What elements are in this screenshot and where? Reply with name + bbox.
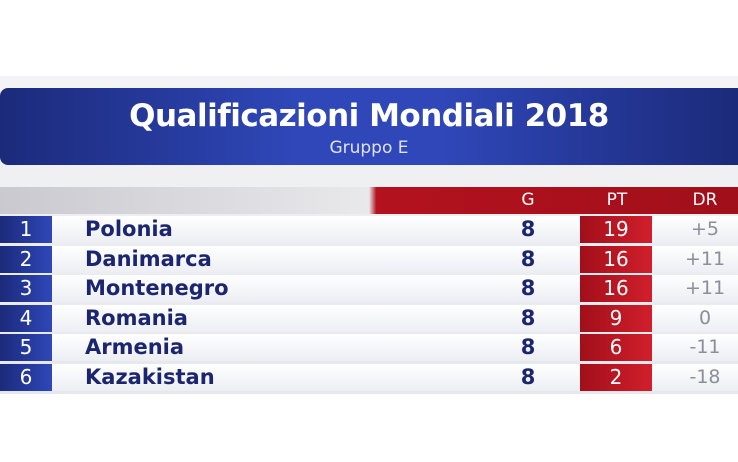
team-name: Romania <box>85 305 188 330</box>
rank: 1 <box>0 216 52 243</box>
points: 9 <box>580 304 652 332</box>
subtitle: Gruppo E <box>329 138 409 158</box>
team-name: Armenia <box>85 335 185 359</box>
games: 8 <box>520 364 536 389</box>
team-name: Polonia <box>85 217 173 241</box>
points: 16 <box>580 245 652 273</box>
rank: 4 <box>0 304 52 332</box>
points: 16 <box>580 275 652 302</box>
team-name: Montenegro <box>85 276 229 300</box>
column-header: DR <box>692 190 718 210</box>
points: 2 <box>580 363 652 391</box>
column-header: G <box>521 190 535 210</box>
goal-difference: -18 <box>689 365 721 388</box>
rank: 2 <box>0 245 52 273</box>
team-name: Danimarca <box>85 246 212 271</box>
rank: 3 <box>0 275 52 302</box>
games: 8 <box>520 335 536 359</box>
goal-difference: 0 <box>698 306 712 329</box>
title-bar <box>0 88 738 165</box>
games: 8 <box>520 276 536 300</box>
games: 8 <box>520 217 536 241</box>
team-name: Kazakistan <box>85 364 215 389</box>
games: 8 <box>520 246 536 271</box>
column-header: PT <box>606 190 628 210</box>
goal-difference: +11 <box>684 277 726 299</box>
goal-difference: +11 <box>684 247 726 270</box>
header-row <box>0 187 738 214</box>
rank: 6 <box>0 363 52 391</box>
rank: 5 <box>0 334 52 361</box>
goal-difference: +5 <box>690 218 719 240</box>
title: Qualificazioni Mondiali 2018 <box>129 98 609 134</box>
points: 19 <box>580 216 652 243</box>
goal-difference: -11 <box>689 336 721 358</box>
points: 6 <box>580 334 652 361</box>
games: 8 <box>520 305 536 330</box>
